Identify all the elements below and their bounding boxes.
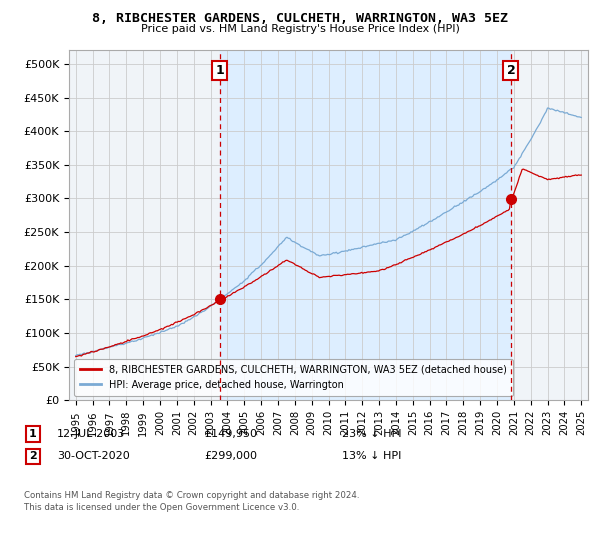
Text: 1: 1 — [215, 64, 224, 77]
Text: 2: 2 — [29, 451, 37, 461]
Text: £149,950: £149,950 — [204, 429, 257, 439]
Text: 2: 2 — [506, 64, 515, 77]
Text: 8, RIBCHESTER GARDENS, CULCHETH, WARRINGTON, WA3 5EZ: 8, RIBCHESTER GARDENS, CULCHETH, WARRING… — [92, 12, 508, 25]
Bar — [220, 50, 511, 400]
Text: This data is licensed under the Open Government Licence v3.0.: This data is licensed under the Open Gov… — [24, 503, 299, 512]
Text: Contains HM Land Registry data © Crown copyright and database right 2024.: Contains HM Land Registry data © Crown c… — [24, 491, 359, 500]
Text: 1: 1 — [29, 429, 37, 439]
Text: 23% ↓ HPI: 23% ↓ HPI — [342, 429, 401, 439]
Text: 30-OCT-2020: 30-OCT-2020 — [57, 451, 130, 461]
Text: 13% ↓ HPI: 13% ↓ HPI — [342, 451, 401, 461]
Legend: 8, RIBCHESTER GARDENS, CULCHETH, WARRINGTON, WA3 5EZ (detached house), HPI: Aver: 8, RIBCHESTER GARDENS, CULCHETH, WARRING… — [74, 359, 512, 395]
Text: £299,000: £299,000 — [204, 451, 257, 461]
Text: Price paid vs. HM Land Registry's House Price Index (HPI): Price paid vs. HM Land Registry's House … — [140, 24, 460, 34]
Text: 12-JUL-2003: 12-JUL-2003 — [57, 429, 125, 439]
